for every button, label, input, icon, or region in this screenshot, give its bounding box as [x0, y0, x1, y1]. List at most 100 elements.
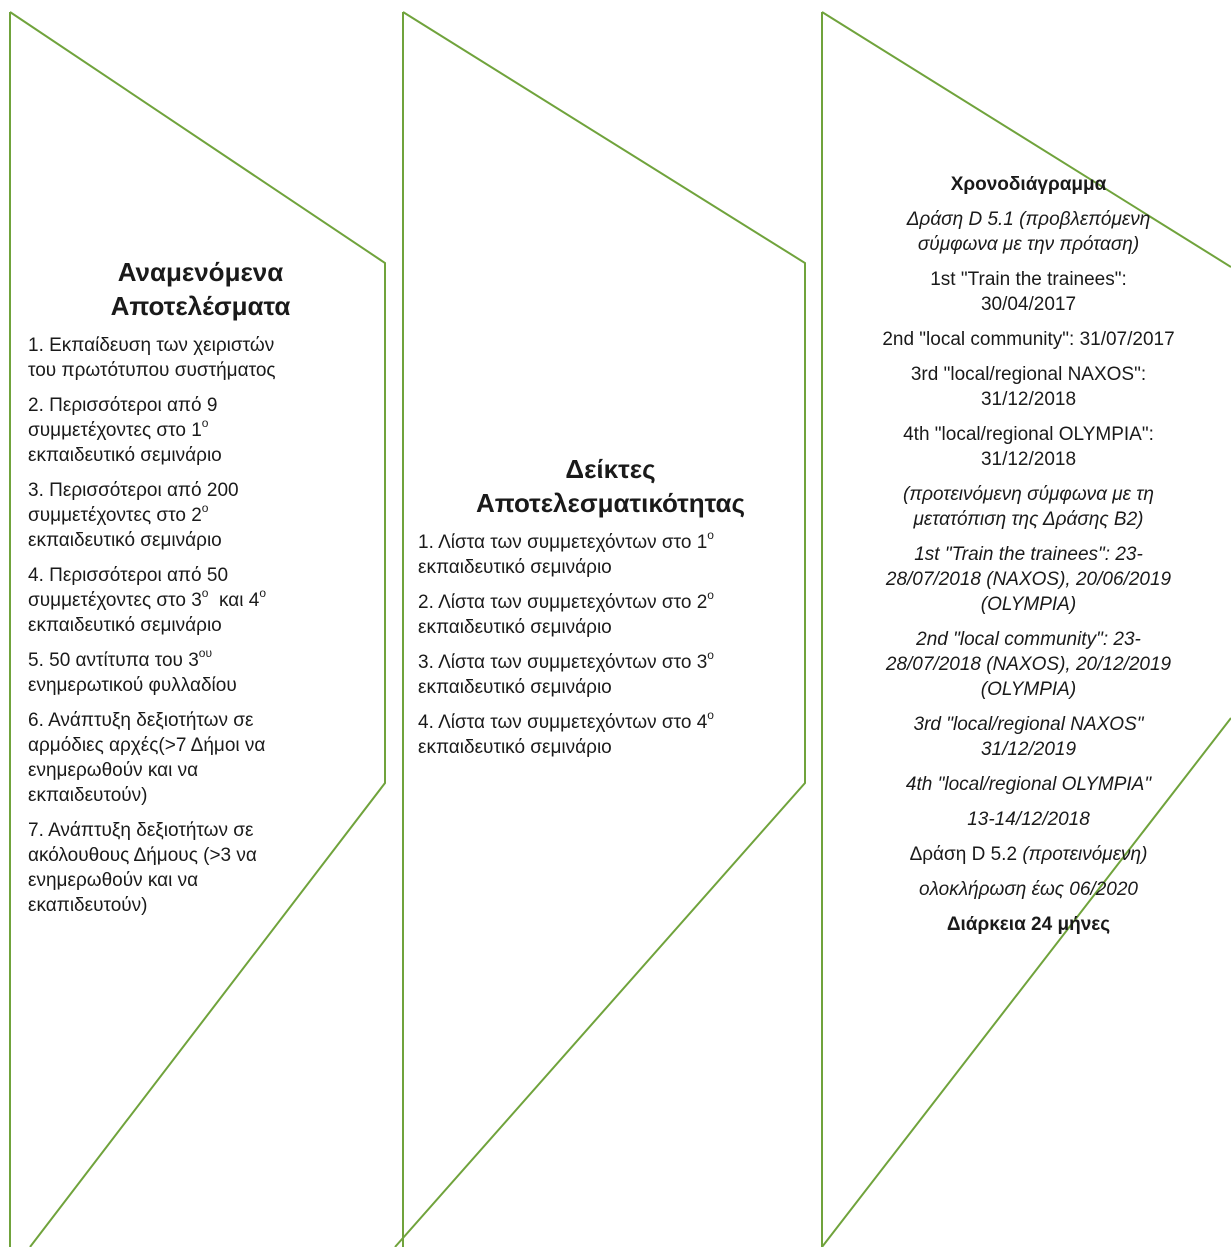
timeline-text: 28/07/2018 (NAXOS), 20/06/2019 — [885, 569, 1172, 590]
ordinal-superscript: ο — [707, 527, 714, 542]
timeline-text: (OLYMPIA) — [980, 679, 1077, 700]
list-item-line: ακόλουθους Δήμους (>3 να — [28, 843, 373, 868]
line-text: εκπαιδευτικό σεμινάριο — [418, 677, 612, 698]
timeline-text: 31/12/2018 — [980, 389, 1077, 410]
list-item: 4. Λίστα των συμμετεχόντων στο 4ο εκπαιδε… — [418, 709, 803, 760]
line-text: εκπαιδευτικό σεμινάριο — [418, 737, 612, 758]
list-item-line: 6. Ανάπτυξη δεξιοτήτων σε — [28, 708, 373, 733]
timeline-text: ολοκλήρωση έως 06/2020 — [919, 879, 1138, 900]
list-item-line: 2. Περισσότεροι από 9 — [28, 393, 373, 418]
timeline-text: Διάρκεια 24 μήνες — [946, 914, 1111, 935]
list-item-line: ενημερωθούν και να — [28, 868, 373, 893]
line-text: 1. Εκπαίδευση των χειριστών — [28, 335, 275, 356]
timeline-text: 1st "Train the trainees": — [930, 269, 1127, 290]
timeline-title: Χρονοδιάγραμμα — [826, 172, 1231, 197]
line-text: συμμετέχοντες στο 1 — [28, 420, 202, 441]
timeline-line: 1st "Train the trainees": 23- — [826, 542, 1231, 567]
column-effectiveness-indicators: Δείκτες Αποτελεσματικότητας 1. Λίστα των… — [418, 452, 803, 770]
ordinal-superscript: ο — [707, 647, 714, 662]
timeline-line: (OLYMPIA) — [826, 677, 1231, 702]
timeline-text: 1st "Train the trainees": 23- — [914, 544, 1143, 565]
line-text: ενημερωτικού φυλλαδίου — [28, 675, 237, 696]
ordinal-superscript: ου — [198, 645, 213, 660]
ordinal-superscript: ο — [201, 415, 209, 430]
effectiveness-indicators-title: Δείκτες Αποτελεσματικότητας — [475, 454, 746, 518]
list-item-line: 1. Εκπαίδευση των χειριστών — [28, 333, 373, 358]
expected-results-list: 1. Εκπαίδευση των χειριστών του πρωτότυπο… — [28, 333, 373, 918]
list-item-line: συμμετέχοντες στο 3ο και 4ο — [28, 585, 373, 613]
list-item-line: ενημερωτικού φυλλαδίου — [28, 673, 373, 698]
timeline-text: 2nd "local community": 31/07/2017 — [882, 329, 1175, 350]
timeline-text: μετατόπιση της Δράσης Β2) — [913, 509, 1144, 530]
list-item-line: εκπαιδευτικό σεμινάριο — [418, 675, 803, 700]
list-item-line: συμμετέχοντες στο 2ο — [28, 500, 373, 528]
timeline-text: Δράση D 5.1 (προβλεπόμενη — [906, 209, 1151, 230]
timeline-text: 31/12/2019 — [980, 739, 1077, 760]
list-item-line: εκπαιδευτικό σεμινάριο — [28, 528, 373, 553]
list-item-line: 3. Λίστα των συμμετεχόντων στο 3ο — [418, 647, 803, 675]
timeline-line: 31/12/2018 — [826, 447, 1231, 472]
list-item: 4. Περισσότεροι από 50 συμμετέχοντες στο … — [28, 563, 373, 638]
timeline-line: 28/07/2018 (NAXOS), 20/06/2019 — [826, 567, 1231, 592]
list-item-line: συμμετέχοντες στο 1ο — [28, 415, 373, 443]
line-text: συμμετέχοντες στο 2 — [28, 505, 202, 526]
chevron-1-outline — [9, 11, 386, 1247]
line-text: εκπαιδευτικό σεμινάριο — [28, 530, 222, 551]
list-item-line: εκπαιδευτικό σεμινάριο — [418, 735, 803, 760]
list-item-line: 3. Περισσότεροι από 200 — [28, 478, 373, 503]
timeline-line: Δράση D 5.2 (προτεινόμενη) — [826, 842, 1231, 867]
list-item: 6. Ανάπτυξη δεξιοτήτων σε αρμόδιες αρχές(… — [28, 708, 373, 808]
line-text: εκπαιδευτικό σεμινάριο — [28, 615, 222, 636]
expected-results-title: Αναμενόμενα Αποτελέσματα — [110, 257, 291, 321]
line-text: εκπαιδευτικό σεμινάριο — [28, 445, 222, 466]
list-item-line: του πρωτότυπου συστήματος — [28, 358, 373, 383]
line-text: 2. Λίστα των συμμετεχόντων στο 2 — [418, 592, 708, 613]
list-item-line: 5. 50 αντίτυπα του 3ου — [28, 645, 373, 673]
timeline-line: μετατόπιση της Δράσης Β2) — [826, 507, 1231, 532]
chevron-2-outline — [394, 11, 806, 1247]
timeline-text: Χρονοδιάγραμμα — [950, 174, 1107, 195]
timeline-line: 4th "local/regional OLYMPIA": — [826, 422, 1231, 447]
list-item-line: ενημερωθούν και να — [28, 758, 373, 783]
line-text: εκπαιδευτικό σεμινάριο — [418, 557, 612, 578]
line-text: εκαπιδευτούν) — [28, 895, 148, 916]
line-text: του πρωτότυπου συστήματος — [28, 360, 276, 381]
list-item: 1. Εκπαίδευση των χειριστών του πρωτότυπο… — [28, 333, 373, 383]
line-text: 6. Ανάπτυξη δεξιοτήτων σε — [28, 710, 254, 731]
list-item-line: εκπαιδευτικό σεμινάριο — [28, 613, 373, 638]
timeline-line: 28/07/2018 (NAXOS), 20/12/2019 — [826, 652, 1231, 677]
timeline-line: 31/12/2019 — [826, 737, 1231, 762]
timeline-text: (OLYMPIA) — [980, 594, 1077, 615]
line-text: εκπαιδευτικό σεμινάριο — [418, 617, 612, 638]
list-item: 1. Λίστα των συμμετεχόντων στο 1ο εκπαιδε… — [418, 527, 803, 580]
timeline-text: 3rd "local/regional NAXOS" — [913, 714, 1144, 735]
list-item-line: 4. Περισσότεροι από 50 — [28, 563, 373, 588]
list-item-line: εκπαιδευτικό σεμινάριο — [418, 555, 803, 580]
line-text: ενημερωθούν και να — [28, 870, 199, 891]
ordinal-superscript: ο — [201, 500, 209, 515]
line-text: ακόλουθους Δήμους (>3 να — [28, 845, 257, 866]
timeline-text: (προτεινόμενη σύμφωνα με τη — [903, 484, 1154, 505]
ordinal-superscript: ο — [201, 585, 209, 600]
ordinal-superscript: ο — [707, 587, 714, 602]
timeline-line: 31/12/2018 — [826, 387, 1231, 412]
list-item-line: 7. Ανάπτυξη δεξιοτήτων σε — [28, 818, 373, 843]
effectiveness-indicators-list: 1. Λίστα των συμμετεχόντων στο 1ο εκπαιδε… — [418, 527, 803, 760]
timeline-text: 4th "local/regional OLYMPIA" — [905, 774, 1152, 795]
line-text: 4. Περισσότεροι από 50 — [28, 565, 229, 586]
list-item-line: εκπαιδευτούν) — [28, 783, 373, 808]
timeline-line: σύμφωνα με την πρόταση) — [826, 232, 1231, 257]
column-expected-results: Αναμενόμενα Αποτελέσματα 1. Εκπαίδευση τ… — [28, 255, 373, 928]
timeline-line: ολοκλήρωση έως 06/2020 — [826, 877, 1231, 902]
line-text: 1. Λίστα των συμμετεχόντων στο 1 — [418, 532, 708, 553]
list-item-line: αρμόδιες αρχές(>7 Δήμοι να — [28, 733, 373, 758]
list-item: 2. Λίστα των συμμετεχόντων στο 2ο εκπαιδε… — [418, 587, 803, 640]
line-text: 3. Λίστα των συμμετεχόντων στο 3 — [418, 652, 708, 673]
timeline-text: 13-14/12/2018 — [967, 809, 1090, 830]
timeline-line: Δράση D 5.1 (προβλεπόμενη — [826, 207, 1231, 232]
timeline-line: 2nd "local community": 23- — [826, 627, 1231, 652]
timeline-line: 3rd "local/regional NAXOS": — [826, 362, 1231, 387]
line-text: εκπαιδευτούν) — [28, 785, 148, 806]
line-text: και 4 — [208, 590, 260, 611]
timeline-text: (προτεινόμενη) — [1022, 844, 1148, 865]
